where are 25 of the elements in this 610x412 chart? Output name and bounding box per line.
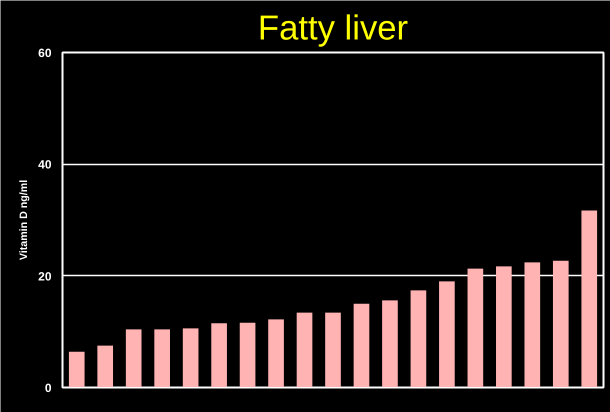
y-axis-title: Vitamin D ng/ml (18, 180, 30, 260)
bar (439, 281, 455, 388)
bar (296, 312, 312, 388)
bar (126, 329, 142, 388)
bar (552, 260, 569, 388)
bar (496, 266, 512, 388)
bar (354, 304, 370, 388)
bar (182, 328, 198, 388)
bar (524, 262, 540, 388)
y-tick-label: 40 (38, 158, 52, 172)
y-tick-label: 60 (38, 46, 52, 60)
y-tick-label: 20 (38, 269, 52, 284)
bar (382, 300, 398, 388)
bar (154, 329, 170, 388)
bar (68, 352, 85, 388)
bar (468, 268, 484, 388)
bar (268, 319, 284, 388)
bar (410, 290, 426, 388)
y-tick-label: 0 (44, 381, 52, 395)
bar (97, 346, 114, 388)
chart-title: Fatty liver (258, 10, 408, 48)
bar (325, 312, 341, 388)
bar (211, 323, 227, 388)
bar (581, 210, 598, 388)
bar (240, 322, 256, 388)
